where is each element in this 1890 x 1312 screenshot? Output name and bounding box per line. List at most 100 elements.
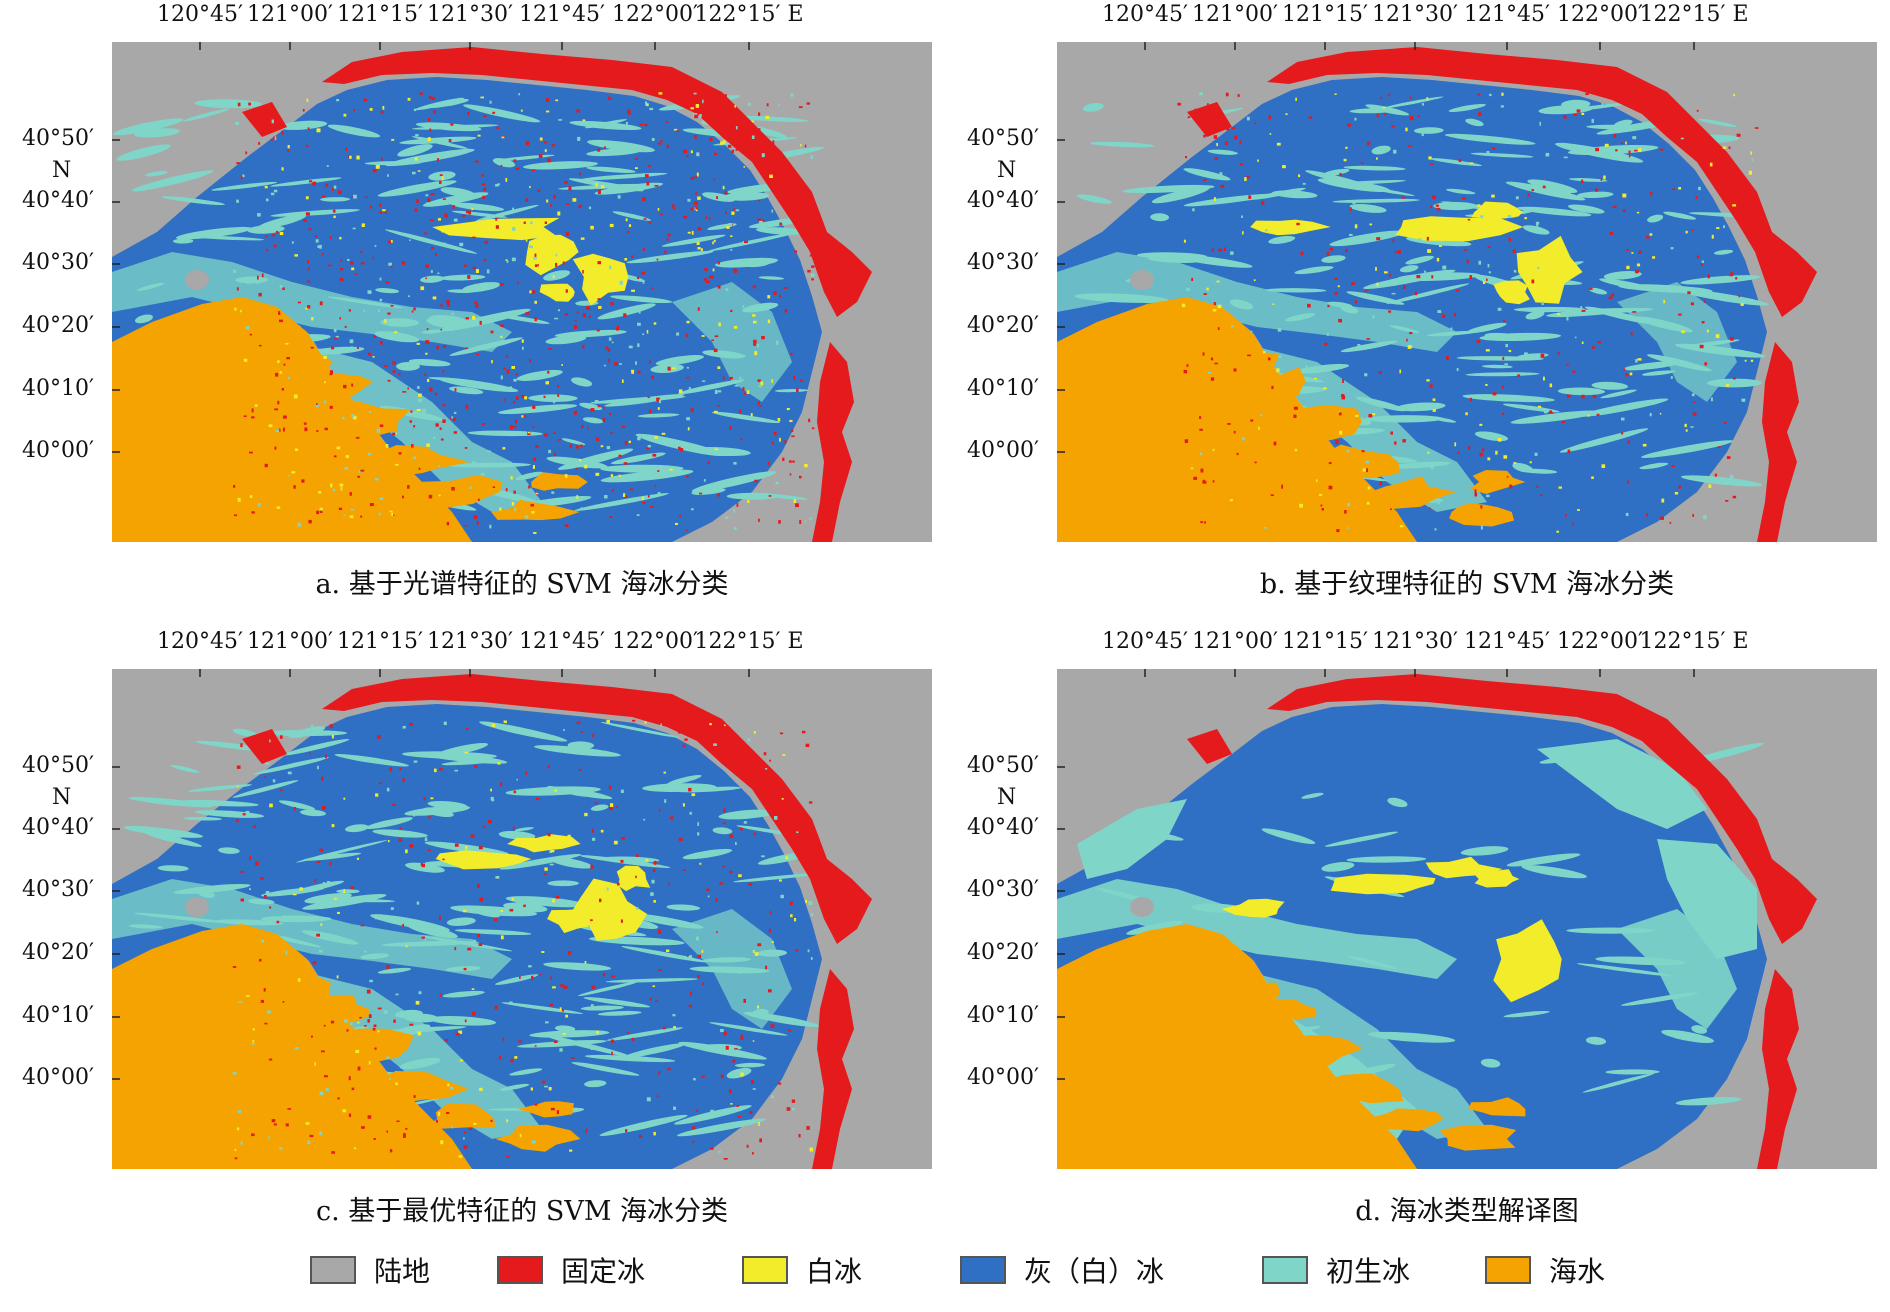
- classification-pixel: [342, 1109, 347, 1113]
- classification-pixel: [1263, 527, 1267, 529]
- classification-pixel: [1750, 151, 1752, 155]
- new-ice-streak: [600, 722, 680, 738]
- classification-pixel: [506, 355, 509, 358]
- legend-label-white-ice: 白冰: [806, 1255, 863, 1288]
- classification-pixel: [1257, 159, 1259, 162]
- classification-pixel: [678, 389, 683, 394]
- classification-pixel: [414, 208, 418, 212]
- classification-pixel: [1327, 304, 1330, 308]
- classification-pixel: [390, 240, 393, 243]
- classification-pixel: [334, 337, 338, 340]
- classification-pixel: [291, 471, 296, 474]
- classification-pixel: [236, 1127, 240, 1131]
- classification-pixel: [789, 473, 792, 476]
- classification-pixel: [368, 1014, 372, 1019]
- classification-pixel: [368, 411, 371, 414]
- classification-pixel: [557, 309, 560, 312]
- seawater-patch: [1468, 1097, 1526, 1117]
- classification-pixel: [428, 815, 431, 819]
- new-ice-streak: [1522, 225, 1550, 235]
- new-ice-streak: [697, 1044, 742, 1052]
- classification-pixel: [609, 516, 613, 518]
- classification-pixel: [794, 918, 797, 922]
- classification-pixel: [1212, 309, 1217, 312]
- classification-pixel: [281, 131, 284, 135]
- classification-pixel: [275, 372, 279, 377]
- classification-pixel: [355, 1050, 360, 1054]
- classification-pixel: [1487, 246, 1491, 248]
- classification-pixel: [500, 375, 503, 380]
- classification-pixel: [505, 488, 508, 492]
- classification-pixel: [1565, 514, 1567, 517]
- classification-pixel: [1711, 397, 1713, 402]
- new-ice-streak: [1521, 865, 1587, 879]
- classification-pixel: [734, 527, 737, 530]
- classification-pixel: [413, 425, 416, 428]
- classification-pixel: [617, 195, 621, 199]
- classification-pixel: [240, 870, 244, 873]
- classification-pixel: [784, 308, 788, 313]
- classification-pixel: [642, 496, 644, 501]
- classification-pixel: [710, 1109, 714, 1112]
- classification-pixel: [266, 738, 271, 743]
- new-ice-streak: [450, 905, 538, 917]
- classification-pixel: [343, 889, 345, 893]
- latitude-tick-label: 40°50′: [22, 753, 94, 778]
- classification-pixel: [1241, 215, 1243, 218]
- classification-pixel: [627, 230, 630, 234]
- classification-pixel: [431, 416, 433, 420]
- classification-pixel: [1637, 358, 1642, 361]
- classification-pixel: [430, 797, 434, 800]
- white-ice-patch: [507, 834, 581, 853]
- classification-pixel: [1237, 94, 1240, 97]
- classification-pixel: [590, 864, 594, 869]
- classification-pixel: [788, 1029, 791, 1032]
- classification-pixel: [742, 387, 745, 391]
- classification-pixel: [425, 352, 428, 355]
- classification-pixel: [1491, 194, 1495, 198]
- classification-pixel: [506, 260, 509, 263]
- classification-pixel: [580, 444, 583, 447]
- classification-pixel: [491, 723, 496, 727]
- classification-pixel: [425, 340, 430, 344]
- classification-pixel: [293, 394, 298, 399]
- classification-pixel: [302, 108, 305, 112]
- new-ice-streak: [439, 274, 486, 281]
- classification-pixel: [402, 778, 405, 782]
- classification-pixel: [600, 445, 604, 448]
- grey-ice-area: [112, 77, 822, 542]
- new-ice-streak: [1641, 440, 1734, 458]
- classification-pixel: [735, 209, 740, 212]
- classification-pixel: [632, 719, 636, 722]
- classification-pixel: [421, 863, 425, 868]
- classification-pixel: [1426, 379, 1430, 382]
- new-ice-streak: [674, 1105, 752, 1125]
- classification-pixel: [1328, 485, 1333, 490]
- classification-pixel: [419, 92, 423, 95]
- classification-pixel: [1339, 173, 1342, 177]
- latitude-tick-label: 40°00′: [967, 438, 1039, 463]
- classification-pixel: [1497, 307, 1502, 311]
- classification-pixel: [340, 259, 343, 262]
- classification-pixel: [379, 277, 382, 281]
- classification-pixel: [352, 227, 356, 230]
- new-ice-streak: [1577, 191, 1614, 199]
- classification-pixel: [496, 126, 499, 129]
- classification-pixel: [590, 1046, 593, 1051]
- seawater-patch: [1323, 1073, 1404, 1104]
- classification-pixel: [514, 425, 517, 429]
- classification-pixel: [1636, 263, 1641, 267]
- classification-pixel: [1368, 414, 1373, 418]
- classification-pixel: [1217, 327, 1220, 330]
- classification-pixel: [1468, 446, 1471, 450]
- classification-pixel: [1405, 127, 1408, 132]
- new-ice-streak: [372, 829, 428, 838]
- classification-pixel: [680, 448, 684, 452]
- new-ice-streak: [1371, 145, 1391, 155]
- new-ice-streak: [172, 238, 194, 244]
- classification-pixel: [687, 231, 691, 234]
- new-ice-belt: [112, 252, 512, 352]
- classification-pixel: [240, 1141, 243, 1145]
- classification-pixel: [339, 278, 344, 281]
- legend-swatch-seawater: [1485, 1256, 1531, 1284]
